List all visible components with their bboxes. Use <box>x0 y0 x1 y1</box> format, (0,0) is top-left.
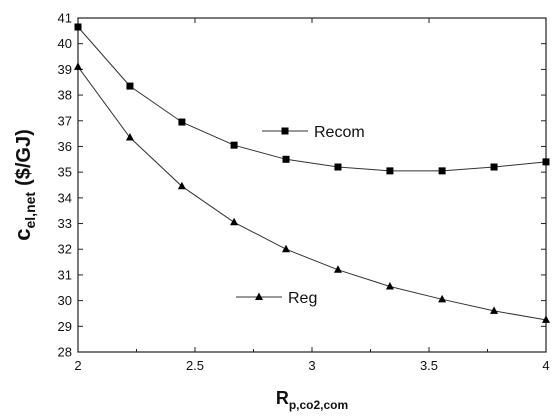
y-tick-label: 32 <box>58 242 72 257</box>
series-layer <box>74 23 550 323</box>
y-tick-label: 40 <box>58 36 72 51</box>
y-axis: 28 29 30 31 32 33 34 35 36 37 38 39 40 41 <box>58 11 546 360</box>
data-point-reg <box>438 294 447 303</box>
legend-label-recom: Recom <box>314 124 365 141</box>
y-axis-title-sub: el,net <box>22 192 38 229</box>
data-point-reg <box>333 265 342 273</box>
data-point-recom <box>230 141 238 149</box>
series-line-reg <box>77 66 547 321</box>
data-point-recom <box>126 82 134 90</box>
legend-label-reg: Reg <box>288 290 317 307</box>
legend: Recom Reg <box>236 124 365 307</box>
x-tick-label: 2 <box>74 358 81 373</box>
y-axis-title-unit: ($/GJ) <box>13 129 35 186</box>
y-tick-label: 31 <box>58 267 72 282</box>
data-point-reg <box>282 244 291 253</box>
y-tick-label: 34 <box>58 190 72 205</box>
y-tick-label: 33 <box>58 216 72 231</box>
data-point-recom <box>74 23 82 31</box>
data-point-recom <box>542 158 550 166</box>
data-point-reg <box>490 306 499 314</box>
data-point-reg <box>385 281 394 290</box>
data-point-reg <box>125 132 134 141</box>
series-line-recom <box>77 26 547 172</box>
data-point-reg <box>230 217 239 226</box>
data-point-recom <box>178 118 186 126</box>
y-axis-title-main: c <box>10 229 35 241</box>
data-point-reg <box>177 181 186 190</box>
x-tick-label: 3.5 <box>420 358 438 373</box>
y-tick-label: 37 <box>58 113 72 128</box>
legend-marker-recom <box>281 127 289 135</box>
legend-marker-reg <box>255 292 263 300</box>
data-point-reg <box>74 62 82 70</box>
data-point-reg <box>542 315 550 323</box>
x-tick-label: 2.5 <box>186 358 204 373</box>
x-axis-title-main: R <box>276 388 289 408</box>
y-tick-label: 29 <box>58 319 72 334</box>
data-point-recom <box>282 155 290 163</box>
x-axis-title: Rp,co2,com <box>276 388 348 412</box>
x-tick-label: 4 <box>542 358 549 373</box>
data-point-recom <box>386 167 394 175</box>
x-axis-title-sub: p,co2,com <box>289 398 348 412</box>
y-tick-label: 39 <box>58 62 72 77</box>
y-tick-label: 28 <box>58 345 72 360</box>
y-tick-label: 30 <box>58 293 72 308</box>
y-axis-title: cel,net ($/GJ) <box>10 129 38 241</box>
y-tick-label: 41 <box>58 11 72 26</box>
x-axis: 2 2.5 3 3.5 4 <box>74 18 550 373</box>
data-point-recom <box>334 163 342 171</box>
data-point-recom <box>490 163 498 171</box>
x-tick-label: 3 <box>308 358 315 373</box>
data-point-recom <box>438 167 446 175</box>
y-tick-label: 35 <box>58 165 72 180</box>
y-tick-label: 38 <box>58 88 72 103</box>
y-tick-label: 36 <box>58 139 72 154</box>
